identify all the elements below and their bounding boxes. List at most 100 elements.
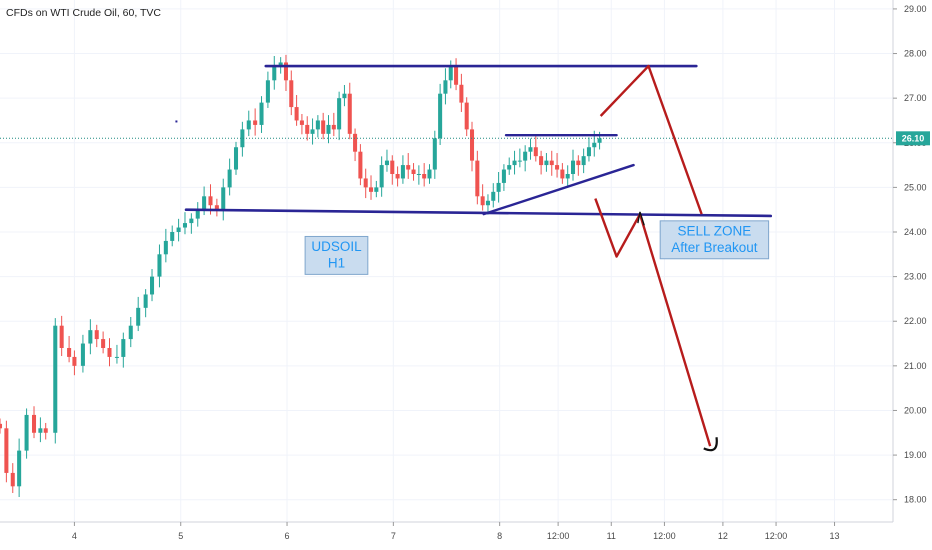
support-line [184, 208, 773, 218]
candle-body [432, 138, 437, 170]
candle-body [544, 160, 549, 166]
chart-title: CFDs on WTI Crude Oil, 60, TVC [6, 7, 161, 19]
price-tick-label: 25.00 [904, 182, 927, 192]
candle-body [517, 160, 522, 162]
candle-body [150, 276, 155, 295]
candle-body [43, 428, 48, 433]
candle-body [459, 84, 464, 103]
candle-body [581, 156, 586, 166]
candle-body [331, 124, 336, 130]
time-tick-label: 12:00 [547, 531, 570, 541]
candle-body [114, 356, 119, 358]
candle-body [443, 80, 448, 94]
candle-body [53, 325, 58, 433]
candle-body [448, 66, 453, 81]
candle-body [507, 165, 512, 170]
price-tick-label: 28.00 [904, 49, 927, 59]
udsoil-annotation-box [304, 235, 369, 275]
candle-body [539, 156, 544, 166]
price-axis-bg [893, 0, 932, 550]
candle-body [369, 187, 374, 192]
candle-body [128, 325, 133, 340]
candle-body [315, 120, 320, 130]
target-hook-mark [703, 437, 718, 452]
candle-body [289, 80, 294, 108]
candle-body [38, 428, 43, 433]
candle-body [347, 93, 352, 134]
candle-body [121, 339, 126, 357]
candle-body [17, 450, 22, 487]
candle-body [427, 169, 432, 179]
time-axis-bg [0, 522, 932, 550]
candle-body [358, 151, 363, 179]
price-tick-label: 22.00 [904, 316, 927, 326]
price-tick-label: 21.00 [904, 361, 927, 371]
candle-body [67, 348, 72, 357]
candle-body [136, 307, 141, 326]
candle-body [395, 174, 400, 179]
candle-body [80, 343, 85, 366]
candle-body [560, 169, 565, 179]
candle-body [422, 174, 427, 179]
candle-body [189, 218, 194, 224]
candle-body [523, 151, 528, 161]
candle-body [390, 160, 395, 174]
candle-body [143, 294, 148, 308]
candle-body [480, 196, 485, 206]
udsoil-annotation-line: H1 [328, 255, 345, 270]
candle-body [411, 169, 416, 174]
candle-body [272, 66, 277, 81]
candle-body [363, 178, 368, 188]
projected-up-path [599, 64, 703, 215]
candle-body [353, 133, 358, 152]
candle-body [491, 191, 496, 201]
price-tick-label: 20.00 [904, 405, 927, 415]
price-tick-label: 27.00 [904, 93, 927, 103]
projected-breakout-path [594, 198, 712, 447]
price-tick-label: 24.00 [904, 227, 927, 237]
candle-body [59, 325, 64, 348]
candle-body [202, 196, 207, 210]
candle-body [31, 414, 37, 433]
candle-body [233, 147, 239, 170]
candle-body [321, 120, 326, 134]
time-tick-label: 6 [285, 531, 290, 541]
last-price-label: 26.10 [902, 134, 925, 144]
candle-body [246, 120, 251, 130]
candle-body [101, 339, 106, 348]
candle-body [586, 147, 591, 157]
time-tick-label: 12:00 [653, 531, 676, 541]
candle-body [464, 102, 469, 130]
candle-body [221, 187, 226, 210]
candle-body [310, 129, 315, 134]
candles [0, 54, 602, 498]
candle-body [182, 223, 187, 228]
candle-body [438, 93, 443, 139]
time-tick-label: 4 [72, 531, 77, 541]
candle-body [406, 165, 411, 170]
candle-body [170, 232, 175, 241]
sell-zone-annotation-line: After Breakout [671, 240, 758, 255]
candle-body [305, 124, 310, 134]
sell-zone-annotation-line: SELL ZONE [678, 223, 752, 238]
candle-body [265, 80, 270, 103]
sell-zone-annotation-box [659, 220, 770, 260]
candle-body [384, 160, 389, 166]
candle-body [496, 182, 501, 192]
candle-body [278, 62, 283, 67]
candle-body [570, 160, 576, 174]
candle-body [208, 196, 213, 206]
candle-body [259, 102, 264, 125]
candle-body [400, 165, 405, 179]
candle-body [94, 330, 99, 340]
candle-body [475, 160, 480, 197]
price-tick-label: 19.00 [904, 450, 927, 460]
candle-body [555, 165, 560, 170]
candle-body [227, 169, 232, 188]
price-tick-label: 29.00 [904, 4, 927, 14]
sell-zone-annotation: SELL ZONE After Breakout [659, 220, 770, 260]
candle-body [163, 240, 168, 255]
candle-body [454, 66, 459, 85]
